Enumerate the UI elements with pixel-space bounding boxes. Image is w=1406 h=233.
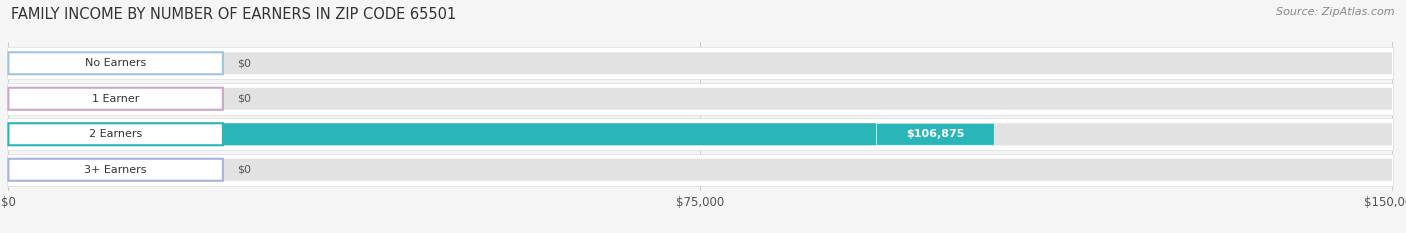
FancyBboxPatch shape <box>8 123 1392 145</box>
FancyBboxPatch shape <box>7 118 1393 150</box>
FancyBboxPatch shape <box>7 83 1393 115</box>
FancyBboxPatch shape <box>7 154 1393 186</box>
Text: 2 Earners: 2 Earners <box>89 129 142 139</box>
FancyBboxPatch shape <box>8 52 224 74</box>
Text: $0: $0 <box>236 58 250 68</box>
Text: FAMILY INCOME BY NUMBER OF EARNERS IN ZIP CODE 65501: FAMILY INCOME BY NUMBER OF EARNERS IN ZI… <box>11 7 457 22</box>
Text: $0: $0 <box>236 165 250 175</box>
FancyBboxPatch shape <box>8 123 994 145</box>
FancyBboxPatch shape <box>8 159 1392 181</box>
FancyBboxPatch shape <box>8 159 224 181</box>
Text: No Earners: No Earners <box>84 58 146 68</box>
Text: Source: ZipAtlas.com: Source: ZipAtlas.com <box>1277 7 1395 17</box>
Text: $106,875: $106,875 <box>907 129 965 139</box>
FancyBboxPatch shape <box>8 88 224 110</box>
FancyBboxPatch shape <box>8 52 1392 74</box>
Text: 1 Earner: 1 Earner <box>91 94 139 104</box>
FancyBboxPatch shape <box>877 123 994 145</box>
FancyBboxPatch shape <box>8 123 224 145</box>
FancyBboxPatch shape <box>7 47 1393 79</box>
Text: 3+ Earners: 3+ Earners <box>84 165 146 175</box>
FancyBboxPatch shape <box>8 88 1392 110</box>
Text: $0: $0 <box>236 94 250 104</box>
